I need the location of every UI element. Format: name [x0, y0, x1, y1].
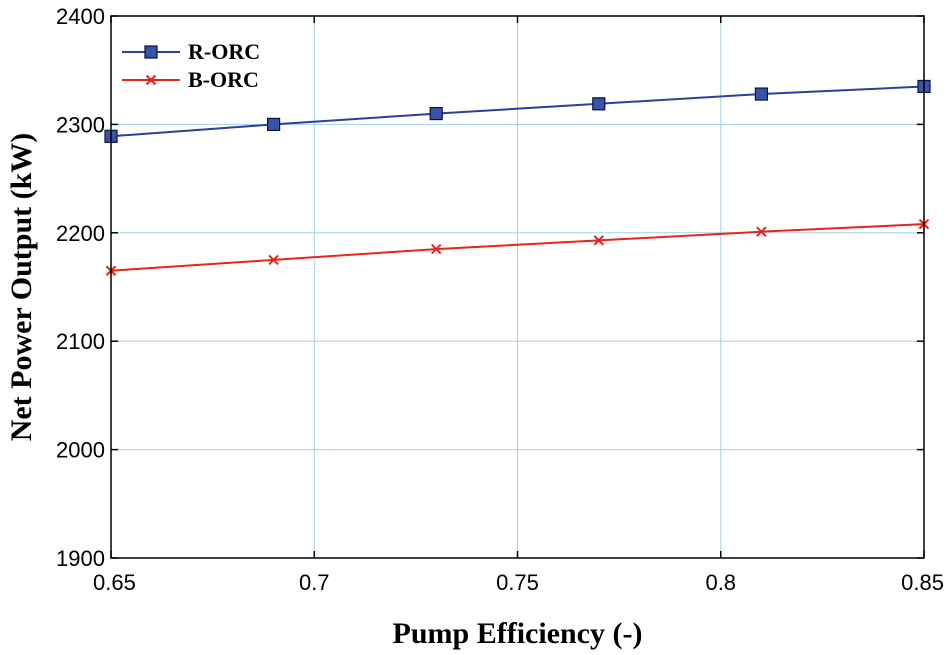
- x-marker-stroke: [756, 226, 767, 237]
- x-tick-label: 0.65: [93, 570, 136, 595]
- data-point-square: [267, 117, 281, 132]
- x-marker-stroke: [145, 74, 157, 86]
- series-line-r-orc: [110, 85, 925, 138]
- data-point-x: [268, 254, 279, 266]
- data-point-square: [429, 106, 443, 121]
- data-point-square: [592, 97, 606, 111]
- y-axis-title: Net Power Output (kW): [5, 133, 38, 442]
- x-marker-stroke: [268, 254, 279, 266]
- y-tick-label: 2000: [56, 438, 105, 463]
- x-marker-stroke: [430, 243, 442, 255]
- data-point-x: [430, 243, 442, 255]
- x-tick-label: 0.75: [496, 570, 539, 595]
- y-tick-label: 2400: [56, 4, 105, 29]
- x-marker-stroke: [593, 235, 605, 246]
- x-tick-label: 0.7: [299, 570, 330, 595]
- grid: [110, 15, 925, 559]
- x-tick-label: 0.85: [901, 570, 944, 595]
- y-tick-label: 2200: [56, 221, 105, 246]
- series-b-orc: [105, 218, 930, 276]
- legend-marker-x: [145, 74, 157, 86]
- series-layer: [104, 79, 931, 276]
- y-tick-label: 2300: [56, 112, 105, 137]
- legend-item-b-orc: B-ORC: [122, 67, 259, 92]
- data-point-x: [593, 235, 605, 246]
- axis-ticks: 0.65 0.7 0.75 0.8 0.85 1900 2000 2100 2200 2300 24…: [56, 4, 944, 595]
- series-r-orc: [104, 79, 931, 143]
- data-point-square: [754, 87, 769, 101]
- legend-label-r-orc: R-ORC: [188, 39, 260, 64]
- y-tick-label: 2100: [56, 329, 105, 354]
- legend: R-ORC B-ORC: [122, 39, 260, 92]
- legend-marker-square: [144, 45, 158, 59]
- series-line-b-orc: [110, 223, 925, 272]
- legend-item-r-orc: R-ORC: [122, 39, 260, 64]
- x-axis-title: Pump Efficiency (-): [393, 617, 643, 650]
- x-tick-label: 0.8: [705, 570, 736, 595]
- y-tick-label: 1900: [56, 546, 105, 571]
- data-point-x: [756, 226, 767, 237]
- legend-label-b-orc: B-ORC: [188, 67, 259, 92]
